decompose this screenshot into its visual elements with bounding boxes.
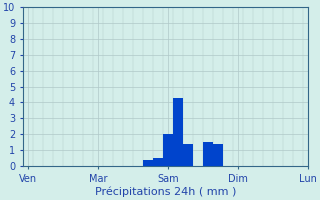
Bar	[153, 158, 163, 166]
Bar	[213, 144, 223, 166]
Bar	[143, 160, 153, 166]
Bar	[183, 144, 193, 166]
Bar	[163, 134, 173, 166]
Bar	[203, 142, 213, 166]
Bar	[173, 98, 183, 166]
X-axis label: Précipitations 24h ( mm ): Précipitations 24h ( mm )	[95, 187, 236, 197]
